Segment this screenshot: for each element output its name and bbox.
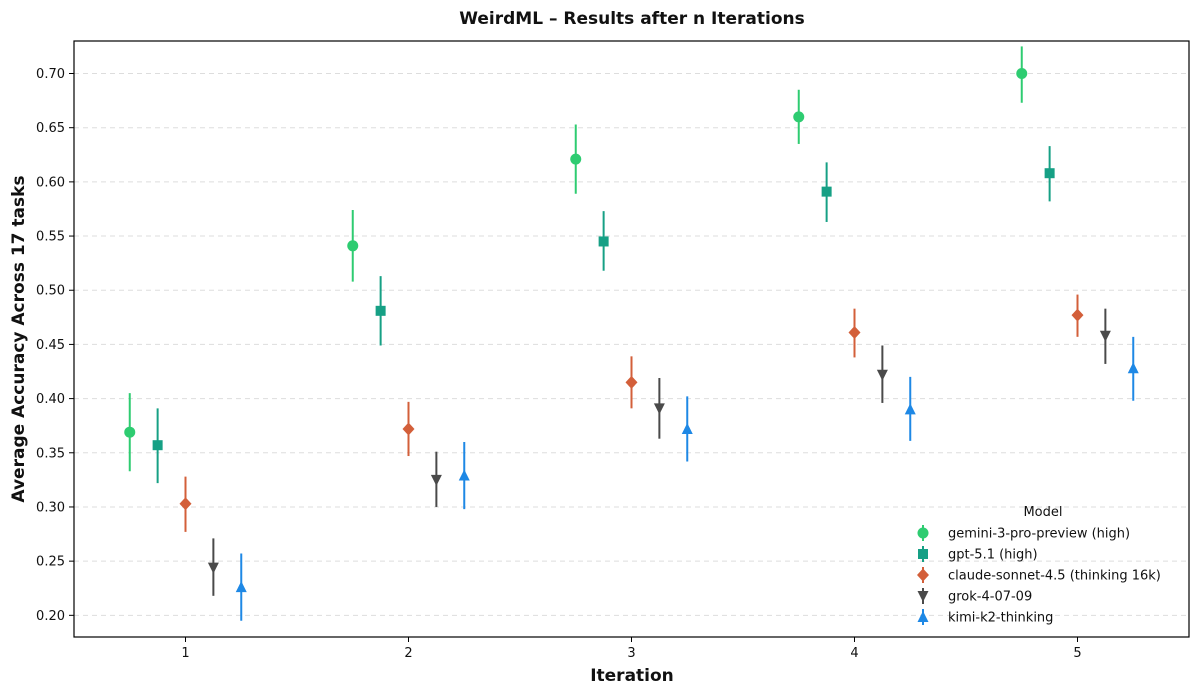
x-tick-label: 2: [404, 646, 412, 661]
data-point: [375, 305, 386, 316]
y-tick-label: 0.20: [36, 609, 65, 624]
x-tick-label: 3: [627, 646, 635, 661]
data-point: [207, 562, 219, 574]
grid: [74, 73, 1189, 616]
y-tick-label: 0.45: [36, 338, 65, 353]
data-point: [458, 469, 470, 481]
y-tick-label: 0.30: [36, 500, 65, 515]
data-point: [793, 111, 805, 123]
legend-label: grok-4-07-09: [948, 590, 1032, 605]
y-tick-label: 0.50: [36, 284, 65, 299]
legend: Model gemini-3-pro-preview (high) gpt-5.1…: [917, 505, 1161, 626]
y-axis: 0.20 0.25 0.30 0.35 0.40 0.45 0.50 0.55 0.60 0.65…: [36, 67, 74, 624]
data-point: [1016, 68, 1028, 80]
data-point: [235, 581, 247, 593]
series: [152, 146, 1055, 484]
data-point: [904, 403, 916, 415]
data-point: [430, 474, 442, 486]
x-tick-label: 4: [850, 646, 858, 661]
y-tick-label: 0.55: [36, 230, 65, 245]
data-point: [598, 236, 609, 247]
x-axis-label: Iteration: [590, 666, 674, 686]
y-tick-label: 0.35: [36, 446, 65, 461]
x-tick-label: 5: [1073, 646, 1081, 661]
data-point: [653, 403, 665, 415]
series: [124, 46, 1028, 472]
y-tick-label: 0.25: [36, 555, 65, 570]
chart-title: WeirdML – Results after n Iterations: [459, 9, 805, 29]
y-tick-label: 0.60: [36, 175, 65, 190]
data-point: [1044, 168, 1055, 179]
legend-marker: [917, 591, 929, 602]
data-point: [1071, 308, 1084, 322]
legend-marker: [918, 549, 928, 559]
data-point: [821, 186, 832, 197]
legend-label: kimi-k2-thinking: [948, 611, 1053, 626]
y-tick-label: 0.65: [36, 121, 65, 136]
data-point: [1127, 362, 1139, 374]
data-point: [876, 369, 888, 381]
y-axis-label: Average Accuracy Across 17 tasks: [9, 175, 29, 502]
data-point: [570, 153, 582, 165]
data-point: [179, 497, 192, 511]
y-tick-label: 0.40: [36, 392, 65, 407]
legend-marker: [917, 527, 929, 539]
data-point: [1099, 330, 1111, 342]
x-axis: 1 2 3 4 5: [181, 637, 1082, 661]
series-layer: [124, 46, 1139, 621]
y-tick-label: 0.70: [36, 67, 65, 82]
data-point: [848, 325, 861, 339]
legend-marker: [917, 568, 929, 582]
data-point: [347, 240, 359, 252]
legend-label: claude-sonnet-4.5 (thinking 16k): [948, 569, 1161, 584]
series: [179, 294, 1084, 532]
data-point: [124, 426, 136, 438]
legend-label: gpt-5.1 (high): [948, 548, 1038, 563]
data-point: [402, 422, 415, 436]
data-point: [625, 375, 638, 389]
series: [235, 336, 1139, 621]
legend-marker: [917, 611, 929, 622]
data-point: [681, 422, 693, 434]
legend-title: Model: [1023, 505, 1062, 520]
series: [207, 308, 1111, 596]
x-tick-label: 1: [181, 646, 189, 661]
legend-label: gemini-3-pro-preview (high): [948, 527, 1130, 542]
data-point: [152, 440, 163, 451]
